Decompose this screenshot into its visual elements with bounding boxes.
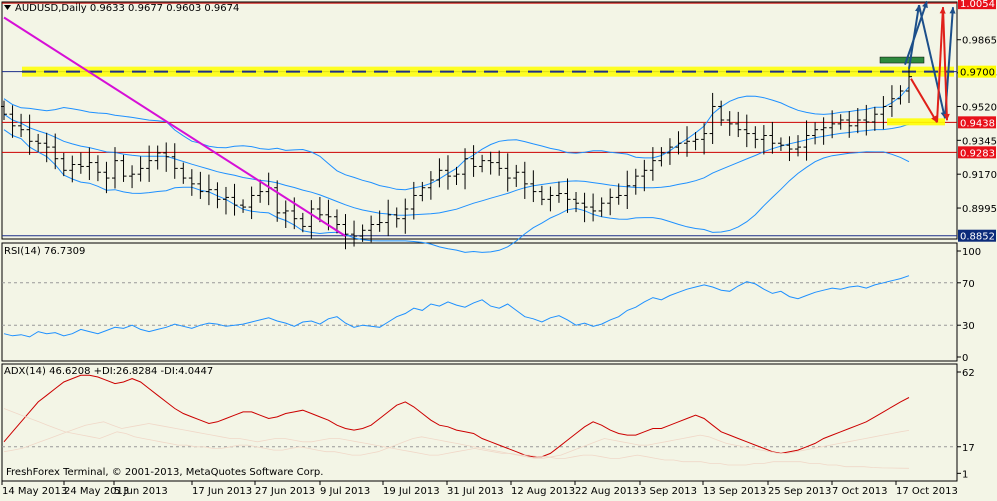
price-label: 0.9700 xyxy=(960,68,995,79)
price-label: 0.9283 xyxy=(960,148,995,159)
adx-tick-label: 17 xyxy=(962,443,975,454)
arrow-down-icon xyxy=(942,7,948,121)
chart-background xyxy=(1,1,958,482)
arrow-up-icon xyxy=(936,7,944,123)
price-label: 0.8852 xyxy=(960,232,995,243)
arrow-up-icon-head xyxy=(922,1,928,9)
bollinger-lower xyxy=(3,129,910,253)
collapse-triangle-icon[interactable] xyxy=(4,5,11,10)
time-tick-label: 12 Aug 2013 xyxy=(511,486,575,497)
time-tick-label: 13 Sep 2013 xyxy=(703,486,766,497)
rsi-panel: 100 70 30 0 xyxy=(2,247,981,364)
price-tick-label: 0.9520 xyxy=(962,102,997,113)
price-label-box xyxy=(958,0,996,10)
bollinger-middle xyxy=(3,113,910,216)
price-label-box xyxy=(958,229,996,242)
price-label-box xyxy=(958,116,996,129)
watermark: FreshForex Terminal, © 2001-2013, MetaQu… xyxy=(6,467,323,478)
symbol-header: AUDUSD,Daily 0.9633 0.9677 0.9603 0.9674 xyxy=(15,3,239,14)
rsi-frame xyxy=(1,242,958,362)
adx-tick-label: 1 xyxy=(962,469,968,480)
time-tick-label: 17 Oct 2013 xyxy=(896,486,958,497)
minus-di-line xyxy=(3,421,910,469)
time-tick-label: 14 May 2013 xyxy=(2,486,67,497)
price-label-box xyxy=(958,65,996,78)
plus-di-line xyxy=(3,408,910,459)
downtrend-line xyxy=(3,16,347,237)
adx-tick-label: 62 xyxy=(962,368,975,379)
breakout-marker xyxy=(879,56,925,64)
time-tick-label: 5 Jun 2013 xyxy=(114,486,168,497)
time-tick-label: 9 Jul 2013 xyxy=(320,486,370,497)
arrow-down-icon-head xyxy=(931,115,937,123)
adx-panel: 62 17 1 xyxy=(2,368,975,480)
price-tick-label: 0.9170 xyxy=(962,170,997,181)
time-tick-label: 7 Oct 2013 xyxy=(832,486,887,497)
price-panel: 0.98650.96940.95200.93450.91700.89951.00… xyxy=(1,0,997,253)
price-tick-label: 0.9865 xyxy=(962,36,997,47)
adx-label: ADX(14) 46.6208 +DI:26.8284 -DI:4.0447 xyxy=(4,366,213,377)
price-label-box xyxy=(958,146,996,159)
time-tick-label: 3 Sep 2013 xyxy=(640,486,697,497)
price-label: 1.0054 xyxy=(960,0,995,10)
time-tick-label: 31 Jul 2013 xyxy=(447,486,504,497)
arrow-up-icon-head xyxy=(949,7,956,14)
rsi-tick-label: 0 xyxy=(962,353,968,364)
time-tick-label: 17 Jun 2013 xyxy=(192,486,252,497)
time-tick-label: 22 Aug 2013 xyxy=(575,486,639,497)
arrow-down-icon xyxy=(918,4,946,119)
support-band xyxy=(887,118,945,126)
rsi-tick-label: 100 xyxy=(962,247,981,258)
arrow-down-icon-head xyxy=(943,113,950,121)
rsi-label: RSI(14) 76.7309 xyxy=(4,246,85,257)
adx-frame xyxy=(1,363,958,482)
time-tick-label: 27 Jun 2013 xyxy=(255,486,315,497)
arrow-up-icon xyxy=(904,0,928,66)
time-tick-label: 24 May 2013 xyxy=(64,486,129,497)
time-tick-label: 19 Jul 2013 xyxy=(383,486,440,497)
rsi-line xyxy=(3,275,910,338)
rsi-tick-label: 30 xyxy=(962,321,975,332)
rsi-tick-label: 70 xyxy=(962,279,975,290)
price-tick-label: 0.9345 xyxy=(962,136,997,147)
price-label: 0.9438 xyxy=(960,118,995,129)
adx-line xyxy=(3,374,910,458)
time-tick-label: 25 Sep 2013 xyxy=(768,486,831,497)
price-tick-label: 0.8995 xyxy=(962,204,997,215)
price-frame xyxy=(1,1,958,240)
arrow-down-icon xyxy=(910,78,938,123)
